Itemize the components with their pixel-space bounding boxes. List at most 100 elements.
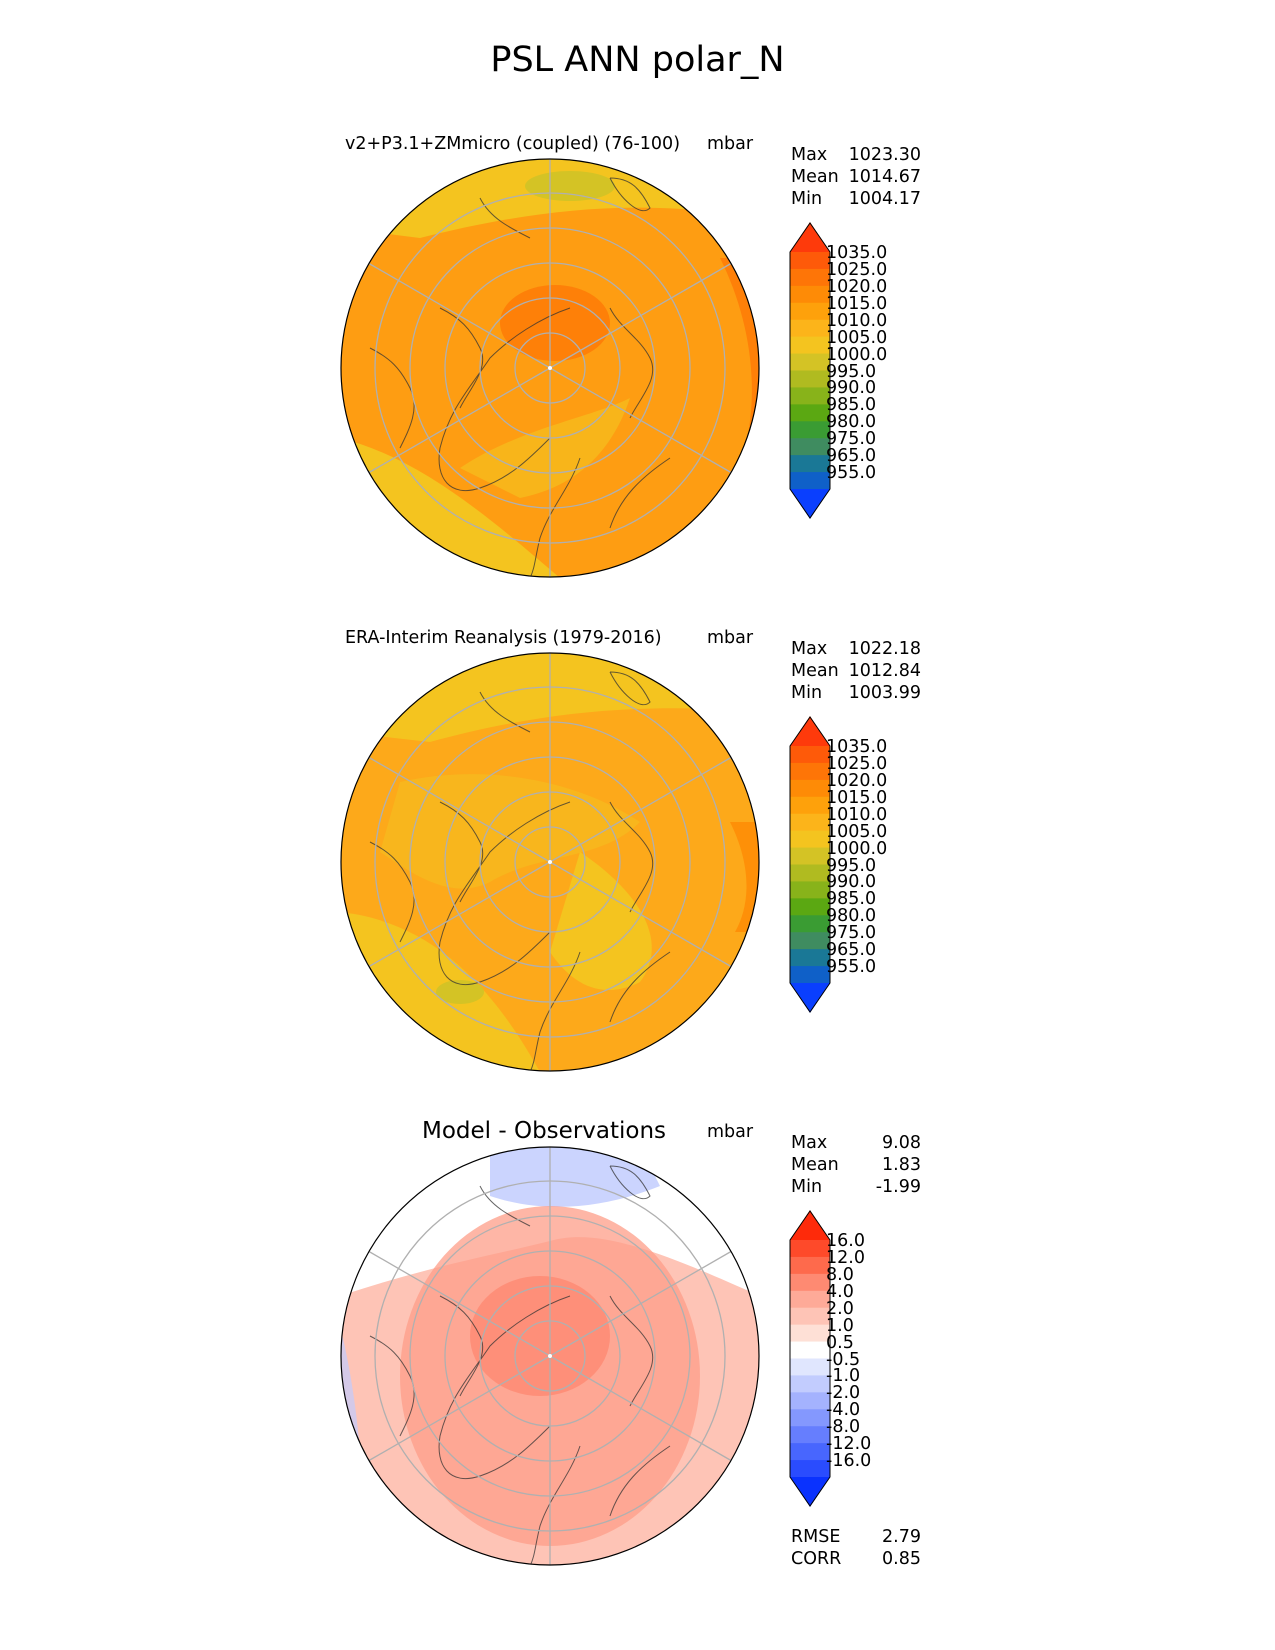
colorbar-segment	[790, 762, 830, 781]
field-band	[460, 398, 630, 498]
colorbar-segment	[790, 1256, 830, 1275]
colorbar-tick-label: 975.0	[826, 429, 877, 450]
stat-value: 1012.84	[848, 661, 921, 681]
colorbar-tick-label: 980.0	[826, 412, 877, 433]
colorbar-segment	[790, 353, 830, 371]
colorbar-tick-label: 1.0	[826, 1315, 854, 1336]
colorbar-tick-label: 985.0	[826, 889, 877, 910]
panel-1-colorbar	[789, 222, 831, 519]
panel-3-title: Model - Observations	[422, 1118, 667, 1144]
coastline	[479, 197, 531, 239]
coastline	[439, 307, 484, 409]
coastline	[609, 457, 671, 529]
colorbar-tick-label: 16.0	[826, 1231, 865, 1251]
stat-label: Mean	[791, 167, 839, 187]
colorbar-segment	[790, 252, 830, 270]
coastline	[609, 671, 651, 706]
colorbar-segment	[790, 1324, 830, 1343]
colorbar-segment	[790, 438, 830, 456]
stat-label: Max	[791, 145, 828, 165]
colorbar-segment	[790, 813, 830, 832]
stat-label: Mean	[791, 1155, 839, 1175]
colorbar-tick-label: 4.0	[826, 1281, 854, 1302]
coastline	[439, 801, 484, 903]
colorbar-segment	[790, 898, 830, 916]
colorbar-tick-label: 1025.0	[826, 753, 888, 774]
graticule	[368, 159, 732, 577]
stat-value: 9.08	[882, 1133, 921, 1153]
field-band	[500, 285, 610, 361]
colorbar-tick-label: 965.0	[826, 446, 877, 467]
coastline	[609, 1295, 654, 1407]
panel-3-extra-stats: RMSE 2.79 CORR 0.85	[791, 1526, 931, 1570]
colorbar-segment	[790, 302, 830, 321]
colorbar-segment	[790, 1290, 830, 1309]
colorbar-bottom-extend	[790, 1477, 830, 1507]
colorbar-tick-label: 1015.0	[826, 293, 888, 314]
stat-label: Max	[791, 1133, 828, 1153]
coastline	[369, 1335, 415, 1437]
panel-1-stats: Max 1023.30 Mean 1014.67 Min 1004.17	[791, 144, 931, 210]
stat-label: RMSE	[791, 1527, 841, 1547]
map-boundary	[340, 158, 760, 578]
coastlines	[369, 671, 671, 1071]
meridian-line	[549, 756, 732, 863]
meridian-line	[549, 1355, 732, 1462]
colorbar-segment	[790, 1392, 830, 1410]
colorbar-segment	[790, 472, 830, 490]
panel-1-units: mbar	[707, 134, 754, 154]
coastlines	[369, 177, 671, 577]
colorbar-segment	[790, 268, 830, 287]
colorbar-tick-label: 1000.0	[826, 344, 888, 365]
colorbar-tick-label: 965.0	[826, 940, 877, 961]
panel-2-units: mbar	[707, 628, 754, 648]
coastline	[609, 307, 654, 419]
colorbar-tick-label: 995.0	[826, 361, 877, 382]
panel-2-stats: Max 1022.18 Mean 1012.84 Min 1003.99	[791, 638, 931, 704]
colorbar-tick-label: -1.0	[826, 1366, 861, 1387]
coastline	[529, 1445, 581, 1565]
colorbar-tick-label: 985.0	[826, 395, 877, 416]
graticule	[368, 1147, 732, 1565]
colorbar-segment	[790, 387, 830, 405]
coastline	[438, 801, 571, 986]
colorbar-segment	[790, 847, 830, 865]
stat-value: 1022.18	[848, 639, 921, 659]
colorbar-segment	[790, 455, 830, 473]
panel-3-colorbar	[789, 1210, 831, 1507]
colorbar-segment	[790, 404, 830, 422]
coastline	[369, 347, 415, 449]
stat-value: 1003.99	[848, 683, 921, 703]
colorbar-segment	[790, 319, 830, 338]
figure-title: PSL ANN polar_N	[490, 40, 785, 80]
colorbar-tick-label: 1035.0	[826, 243, 888, 263]
coastline	[529, 457, 581, 577]
panel-1-title: v2+P3.1+ZMmicro (coupled) (76-100)	[345, 134, 681, 154]
colorbar-segment	[790, 1375, 830, 1393]
colorbar-tick-label: 1010.0	[826, 804, 888, 825]
meridian-line	[549, 367, 732, 474]
colorbar-tick-label: 2.0	[826, 1298, 854, 1319]
colorbar-segment	[790, 1426, 830, 1444]
colorbar-segment	[790, 932, 830, 950]
colorbar-top-extend	[790, 222, 830, 252]
colorbar-segment	[790, 1240, 830, 1258]
coastline	[609, 801, 654, 913]
colorbar-segment	[790, 949, 830, 967]
colorbar-tick-label: 0.5	[826, 1332, 854, 1353]
colorbar-tick-label: -8.0	[826, 1417, 861, 1438]
colorbar-segment	[790, 796, 830, 815]
stat-value: 2.79	[882, 1527, 921, 1547]
colorbar-segment	[790, 1443, 830, 1461]
coastline	[438, 1295, 571, 1480]
coastline	[479, 1185, 531, 1227]
colorbar-tick-label: 8.0	[826, 1264, 854, 1285]
field-band	[525, 171, 615, 201]
colorbar-segment	[790, 864, 830, 882]
stat-value: -1.99	[875, 1177, 921, 1197]
coastline	[609, 177, 651, 212]
panel-1-polar-map	[340, 158, 760, 578]
colorbar-tick-label: 1035.0	[826, 737, 888, 757]
pole-marker	[548, 1354, 552, 1358]
colorbar-tick-label: 955.0	[826, 463, 877, 484]
